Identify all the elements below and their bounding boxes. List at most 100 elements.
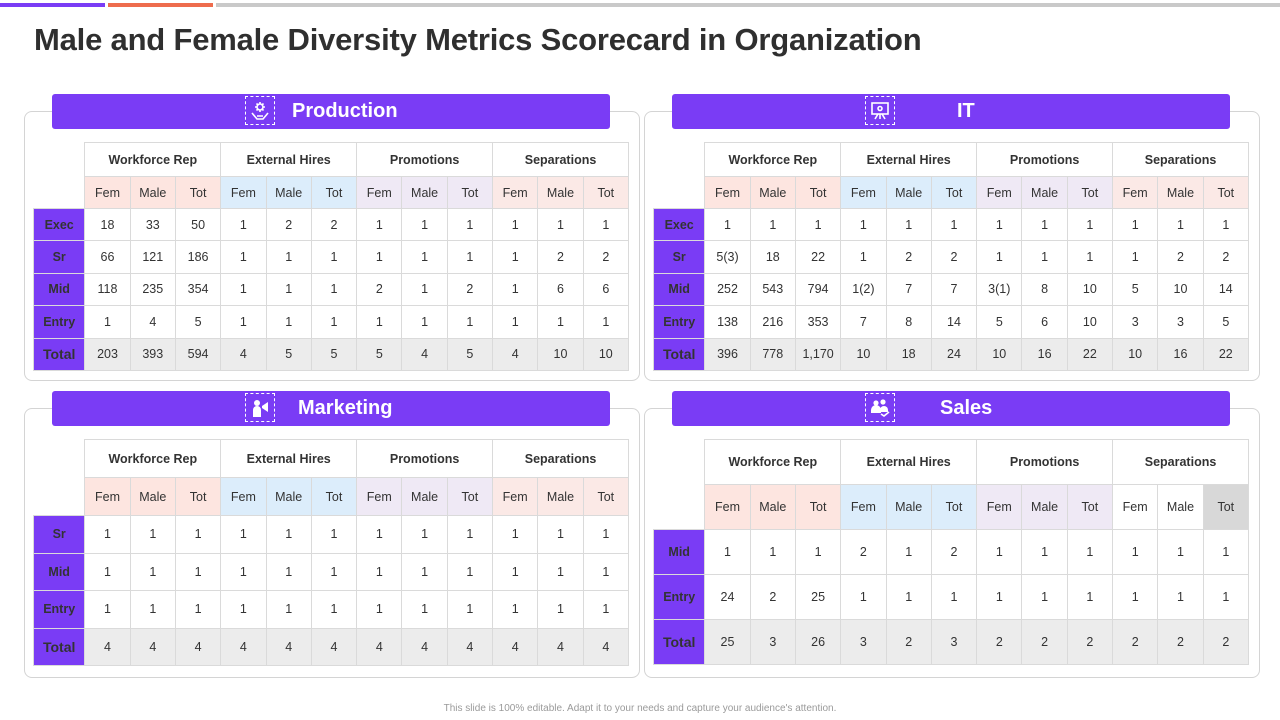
subheader-cell: Male (401, 176, 448, 209)
table-cell: 1 (401, 305, 448, 339)
page-title: Male and Female Diversity Metrics Scorec… (34, 22, 922, 57)
table-cell: 1 (174, 515, 222, 554)
table-cell: 1 (492, 272, 539, 307)
table-cell: 33 (129, 207, 176, 242)
table-cell: 1 (840, 574, 887, 620)
subheader-cell: Male (1021, 176, 1068, 209)
table-cell: 3 (930, 619, 978, 665)
top-accent-bar-gray (216, 3, 1280, 7)
table-cell: 1 (1021, 574, 1068, 620)
table-cell: 1 (976, 207, 1023, 242)
table-cell: 1 (401, 590, 448, 629)
table-cell: 25 (794, 574, 842, 620)
subheader-cell: Tot (310, 176, 358, 209)
row-label: Mid (32, 552, 86, 592)
table-row: Mid 118 235 354 1 1 1 2 1 2 1 6 6 (32, 272, 630, 307)
table-cell: 4 (401, 337, 448, 371)
row-label: Exec (652, 207, 706, 242)
table-cell: 1 (582, 552, 630, 592)
table-cell: 1 (356, 552, 403, 592)
table-cell: 1 (794, 529, 842, 575)
table-row: Entry 1 1 1 1 1 1 1 1 1 1 1 1 (32, 590, 630, 629)
table-cell: 2 (1202, 240, 1250, 274)
hand-gear-icon (245, 96, 275, 125)
row-label: Sr (652, 240, 706, 274)
subheader-cell: Male (265, 176, 312, 209)
row-label: Mid (652, 272, 706, 307)
table-cell: 1 (265, 272, 312, 307)
table-cell: 8 (1021, 272, 1068, 307)
row-label: Entry (32, 305, 86, 339)
table-cell: 1 (84, 590, 131, 629)
table-row: Mid 252 543 794 1(2) 7 7 3(1) 8 10 5 10 14 (652, 272, 1250, 307)
table-cell: 1 (1066, 240, 1114, 274)
table-cell: 118 (84, 272, 131, 307)
table-cell: 1 (265, 515, 312, 554)
subheader-cell: Male (265, 477, 312, 516)
table-cell: 4 (220, 337, 267, 371)
subheader-cell: Fem (220, 176, 267, 209)
table-row: Mid 1 1 1 1 1 1 1 1 1 1 1 1 (32, 552, 630, 592)
table-cell: 1 (1157, 574, 1204, 620)
subheader-cell: Male (401, 477, 448, 516)
production-title: Production (292, 100, 398, 122)
table-cell: 10 (537, 337, 584, 371)
table-cell: 4 (174, 627, 222, 667)
subheader-cell: Male (749, 176, 796, 209)
subheader-cell: Male (1157, 176, 1204, 209)
table-cell: 18 (749, 240, 796, 274)
table-cell: 1 (265, 552, 312, 592)
table-cell: 6 (1021, 305, 1068, 339)
production-table: Workforce Rep External Hires Promotions Sep… (32, 142, 630, 371)
table-cell: 3 (1112, 305, 1159, 339)
table-cell: 4 (582, 627, 630, 667)
table-cell: 1 (446, 552, 494, 592)
table-cell: 1 (885, 529, 932, 575)
table-cell: 543 (749, 272, 796, 307)
table-cell: 1 (976, 240, 1023, 274)
subheader-cell: Fem (1112, 176, 1159, 209)
table-cell: 5 (1112, 272, 1159, 307)
table-cell: 594 (174, 337, 222, 371)
table-cell: 1 (1112, 207, 1159, 242)
table-cell: 1 (446, 305, 494, 339)
table-cell: 2 (1157, 619, 1204, 665)
table-cell: 2 (1157, 240, 1204, 274)
group-header: Workforce Rep (84, 142, 222, 177)
table-cell: 2 (310, 207, 358, 242)
table-cell: 1 (840, 240, 887, 274)
table-cell: 4 (129, 627, 176, 667)
table-cell: 1 (129, 515, 176, 554)
table-cell: 1 (129, 590, 176, 629)
table-cell: 1 (310, 590, 358, 629)
table-cell: 138 (704, 305, 751, 339)
subheader-row: Fem Male Tot Fem Male Tot Fem Male Tot Fem Male Tot (654, 484, 1250, 530)
table-cell: 18 (885, 337, 932, 371)
subheader-cell: Fem (492, 477, 539, 516)
table-cell: 3(1) (976, 272, 1023, 307)
table-cell: 1 (492, 240, 539, 274)
table-cell: 1 (446, 515, 494, 554)
table-cell: 1 (537, 305, 584, 339)
table-cell: 10 (1157, 272, 1204, 307)
subheader-cell: Tot (446, 176, 494, 209)
subheader-cell: Tot (794, 176, 842, 209)
marketing-banner: Marketing (52, 391, 610, 426)
group-header: Workforce Rep (704, 439, 842, 485)
table-row: Entry 138 216 353 7 8 14 5 6 10 3 3 5 (652, 305, 1250, 339)
table-cell: 1 (794, 207, 842, 242)
row-label: Total (32, 337, 86, 371)
table-cell: 235 (129, 272, 176, 307)
table-cell: 2 (976, 619, 1023, 665)
table-cell: 216 (749, 305, 796, 339)
row-label: Total (32, 627, 86, 667)
group-header: Separations (1112, 142, 1249, 177)
subheader-cell: Tot (582, 176, 630, 209)
table-cell: 1 (582, 305, 630, 339)
row-label: Mid (32, 272, 86, 307)
table-cell: 3 (840, 619, 887, 665)
table-cell: 2 (885, 619, 932, 665)
table-cell: 1 (174, 590, 222, 629)
table-cell: 4 (446, 627, 494, 667)
table-cell: 4 (129, 305, 176, 339)
